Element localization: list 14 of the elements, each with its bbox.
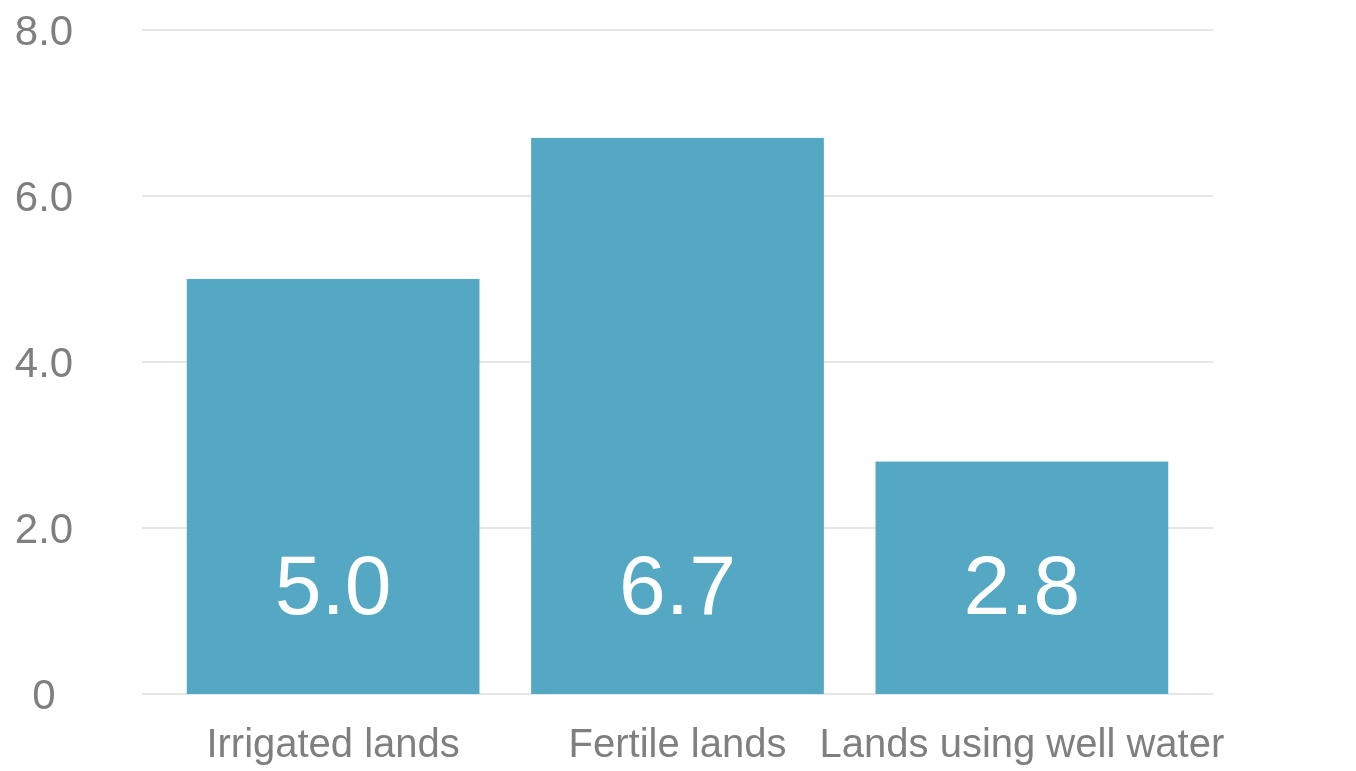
x-tick-label: Lands using well water — [819, 721, 1225, 765]
bar — [531, 137, 824, 694]
y-tick-label: 0 — [32, 670, 56, 718]
y-tick-label: 6.0 — [14, 172, 74, 220]
bar — [875, 461, 1169, 694]
data-label: 6.7 — [619, 538, 736, 632]
y-tick-label: 2.0 — [14, 504, 74, 552]
bar — [186, 279, 480, 694]
y-tick-label: 4.0 — [14, 338, 74, 386]
data-label: 5.0 — [274, 538, 392, 632]
data-label: 2.8 — [963, 538, 1081, 632]
x-tick-label: Irrigated lands — [206, 721, 460, 765]
y-tick-label: 8.0 — [14, 6, 74, 54]
x-tick-label: Fertile lands — [568, 721, 787, 765]
